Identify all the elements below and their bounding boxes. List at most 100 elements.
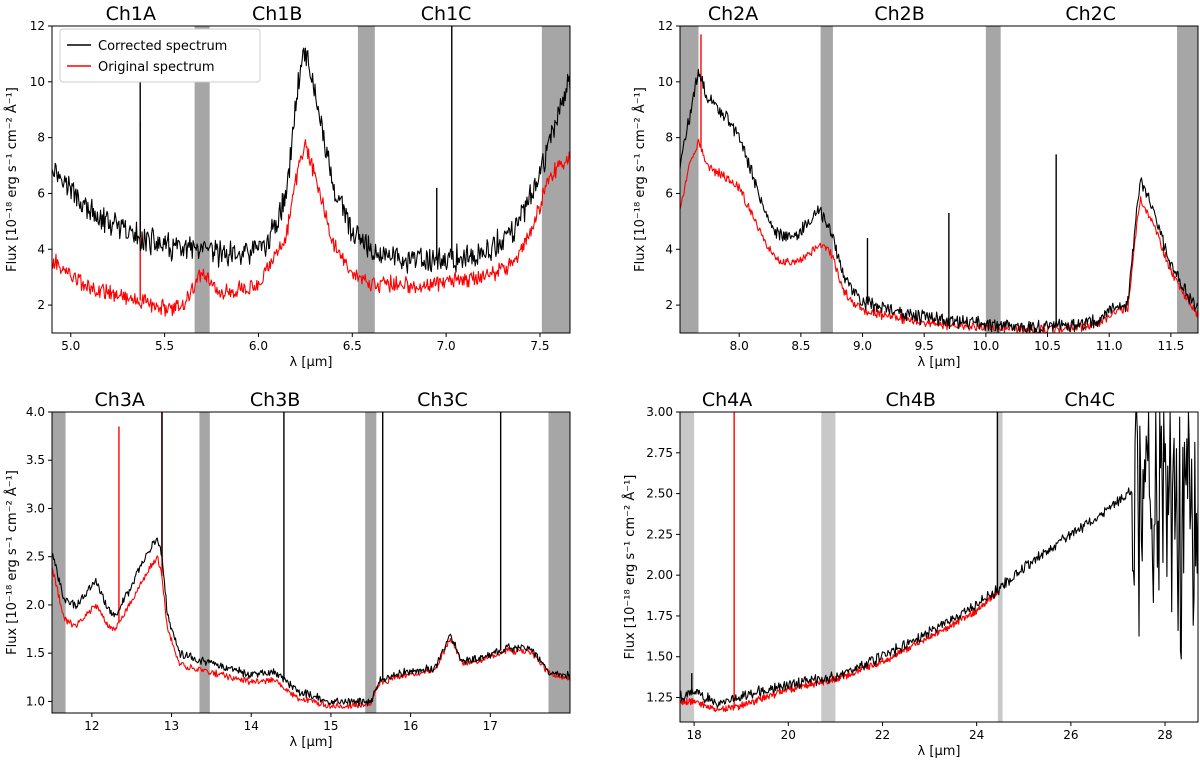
y-axis-label: Flux [10⁻¹⁸ erg s⁻¹ cm⁻² Å⁻¹] <box>4 470 20 655</box>
y-tick-label: 12 <box>658 19 673 33</box>
series-original-spectrum <box>52 555 570 709</box>
x-tick-label: 8.5 <box>791 339 810 353</box>
series-corrected-spectrum <box>52 47 570 274</box>
overlap-band <box>199 412 210 713</box>
overlap-band <box>357 26 375 333</box>
x-tick-label: 7.0 <box>437 339 456 353</box>
series-corrected-spectrum <box>680 412 1198 708</box>
x-tick-label: 17 <box>483 719 498 733</box>
y-tick-label: 8 <box>665 131 673 145</box>
legend-label-corrected: Corrected spectrum <box>98 39 227 54</box>
x-tick-label: 10.5 <box>1034 339 1061 353</box>
legend-box <box>59 28 261 83</box>
overlap-band <box>52 412 66 713</box>
x-tick-label: 16 <box>403 719 418 733</box>
x-tick-label: 14 <box>244 719 259 733</box>
x-tick-label: 9.0 <box>853 339 872 353</box>
legend-label-original: Original spectrum <box>98 60 215 75</box>
plot-frame <box>51 411 571 714</box>
channel-label: Ch2A <box>708 3 758 25</box>
panel-ch3: 12 13 14 15 16 17 1.0 1.5 2.0 2.5 3.0 3.5 4.0 λ [μm] F… <box>4 389 571 750</box>
y-tick-label: 2 <box>665 298 673 312</box>
series-corrected-spectrum <box>680 68 1198 333</box>
y-tick-label: 4.0 <box>26 405 45 419</box>
x-axis-label: λ [μm] <box>290 355 333 370</box>
x-tick-label: 12 <box>84 719 99 733</box>
panel-ch2: 8.0 8.5 9.0 9.5 10.0 10.5 11.0 11.5 2 4 6 8 10 12 λ [μ… <box>632 3 1199 370</box>
x-tick-label: 28 <box>1157 728 1172 742</box>
y-tick-label: 6 <box>37 186 45 200</box>
channel-label: Ch3C <box>417 389 468 411</box>
channel-label: Ch4B <box>886 389 936 411</box>
channel-label: Ch4C <box>1064 389 1115 411</box>
channel-label: Ch4A <box>702 389 752 411</box>
y-tick-label: 1.75 <box>646 609 673 623</box>
y-axis-label: Flux [10⁻¹⁸ erg s⁻¹ cm⁻² Å⁻¹] <box>632 87 648 272</box>
x-tick-label: 24 <box>969 728 984 742</box>
panel-ch1: 5.0 5.5 6.0 6.5 7.0 7.5 2 4 6 8 10 12 λ [μm] Flux [10… <box>4 3 571 370</box>
y-tick-label: 2.5 <box>26 550 45 564</box>
overlap-band <box>821 412 836 722</box>
y-tick-label: 2.25 <box>646 527 673 541</box>
channel-label: Ch3B <box>250 389 300 411</box>
y-tick-label: 4 <box>37 242 45 256</box>
x-tick-label: 20 <box>781 728 796 742</box>
x-tick-label: 11.5 <box>1158 339 1185 353</box>
channel-label: Ch1C <box>421 3 472 25</box>
panel-ch4: 18 20 22 24 26 28 1.25 1.50 1.75 2.00 2.25 2.50 2.75… <box>622 389 1199 759</box>
y-tick-label: 3.00 <box>646 405 673 419</box>
y-tick-label: 8 <box>37 131 45 145</box>
y-tick-label: 12 <box>30 19 45 33</box>
x-tick-label: 6.0 <box>249 339 268 353</box>
y-tick-label: 2 <box>37 298 45 312</box>
x-tick-label: 5.0 <box>61 339 80 353</box>
y-axis-label: Flux [10⁻¹⁸ erg s⁻¹ cm⁻² Å⁻¹] <box>622 475 638 660</box>
channel-label: Ch3A <box>95 389 145 411</box>
overlap-band <box>541 26 570 333</box>
y-tick-label: 3.0 <box>26 501 45 515</box>
legend: Corrected spectrum Original spectrum <box>59 28 261 83</box>
overlap-band <box>1177 26 1198 333</box>
x-tick-label: 26 <box>1063 728 1078 742</box>
y-axis-label: Flux [10⁻¹⁸ erg s⁻¹ cm⁻² Å⁻¹] <box>4 87 20 272</box>
channel-label: Ch1A <box>106 3 156 25</box>
x-axis-label: λ [μm] <box>918 744 961 759</box>
x-tick-label: 5.5 <box>155 339 174 353</box>
y-tick-label: 6 <box>665 186 673 200</box>
overlap-band <box>548 412 570 713</box>
channel-label: Ch2C <box>1065 3 1116 25</box>
y-tick-label: 10 <box>30 75 45 89</box>
x-tick-label: 10.0 <box>973 339 1000 353</box>
x-tick-label: 13 <box>164 719 179 733</box>
y-tick-label: 2.0 <box>26 598 45 612</box>
series-original-spectrum <box>680 590 999 713</box>
series-original-spectrum <box>52 139 570 317</box>
y-tick-label: 3.5 <box>26 453 45 467</box>
x-tick-label: 8.0 <box>730 339 749 353</box>
y-tick-label: 1.5 <box>26 646 45 660</box>
overlap-band <box>680 412 695 722</box>
overlap-band <box>985 26 1001 333</box>
x-tick-label: 11.0 <box>1096 339 1123 353</box>
series-corrected-spectrum <box>52 537 570 707</box>
y-tick-label: 10 <box>658 75 673 89</box>
overlap-band <box>820 26 833 333</box>
overlap-band <box>997 412 1003 722</box>
plot-frame <box>679 25 1199 334</box>
overlap-band <box>365 412 377 713</box>
y-tick-label: 1.25 <box>646 691 673 705</box>
y-tick-label: 4 <box>665 242 673 256</box>
x-tick-label: 15 <box>323 719 338 733</box>
x-tick-label: 7.5 <box>530 339 549 353</box>
y-tick-label: 2.75 <box>646 446 673 460</box>
x-axis-label: λ [μm] <box>918 355 961 370</box>
plot-frame <box>51 25 571 334</box>
channel-label: Ch1B <box>252 3 302 25</box>
x-tick-label: 9.5 <box>915 339 934 353</box>
x-tick-label: 6.5 <box>343 339 362 353</box>
x-tick-label: 22 <box>875 728 890 742</box>
x-tick-label: 18 <box>686 728 701 742</box>
y-tick-label: 2.00 <box>646 568 673 582</box>
x-axis-label: λ [μm] <box>290 735 333 750</box>
